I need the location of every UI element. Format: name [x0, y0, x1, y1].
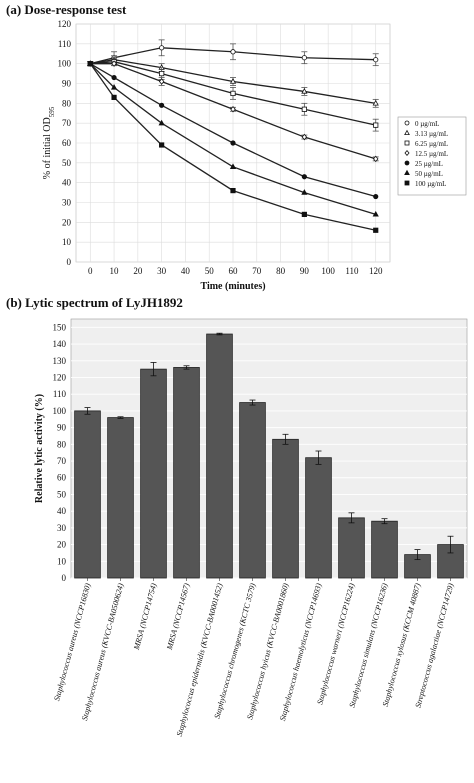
y-tick-label: 110 [53, 389, 67, 399]
y-tick-label: 40 [57, 506, 67, 516]
y-tick-label: 150 [53, 322, 67, 332]
bar [108, 418, 134, 578]
bar [141, 369, 167, 578]
bar [174, 367, 200, 578]
y-tick-label: 10 [57, 556, 67, 566]
y-tick-label: 80 [57, 439, 67, 449]
category-label: MRSA (NCCP14754) [132, 582, 159, 652]
y-axis-label: Relative lytic activity (%) [34, 394, 45, 503]
bar [372, 521, 398, 578]
y-tick-label: 90 [57, 423, 67, 433]
y-tick-label: 100 [53, 406, 67, 416]
bar [339, 518, 365, 578]
bar [306, 458, 332, 578]
y-tick-label: 70 [57, 456, 67, 466]
y-tick-label: 50 [57, 489, 67, 499]
category-label: Staphylococcus xylosus (KCCM 40887) [381, 582, 423, 708]
category-label: Streptococcus agalactiae (NCCP14729) [413, 582, 455, 709]
y-tick-label: 60 [57, 473, 67, 483]
y-tick-label: 20 [57, 540, 67, 550]
bar [75, 411, 101, 578]
bar [273, 439, 299, 578]
y-tick-label: 130 [53, 356, 67, 366]
y-tick-label: 120 [53, 372, 67, 382]
y-tick-label: 140 [53, 339, 67, 349]
bar [240, 403, 266, 578]
category-label: Staphylococcus simulans (NCCP16236) [347, 582, 389, 709]
category-label: Staphylococcus warneri (NCCP16224) [315, 582, 356, 706]
y-tick-label: 30 [57, 523, 67, 533]
category-label: Staphylococcus aureus (NCCP16830) [52, 582, 92, 702]
bar [207, 334, 233, 578]
category-label: MRSA (NCCP14567) [165, 582, 192, 652]
y-tick-label: 0 [62, 573, 67, 583]
